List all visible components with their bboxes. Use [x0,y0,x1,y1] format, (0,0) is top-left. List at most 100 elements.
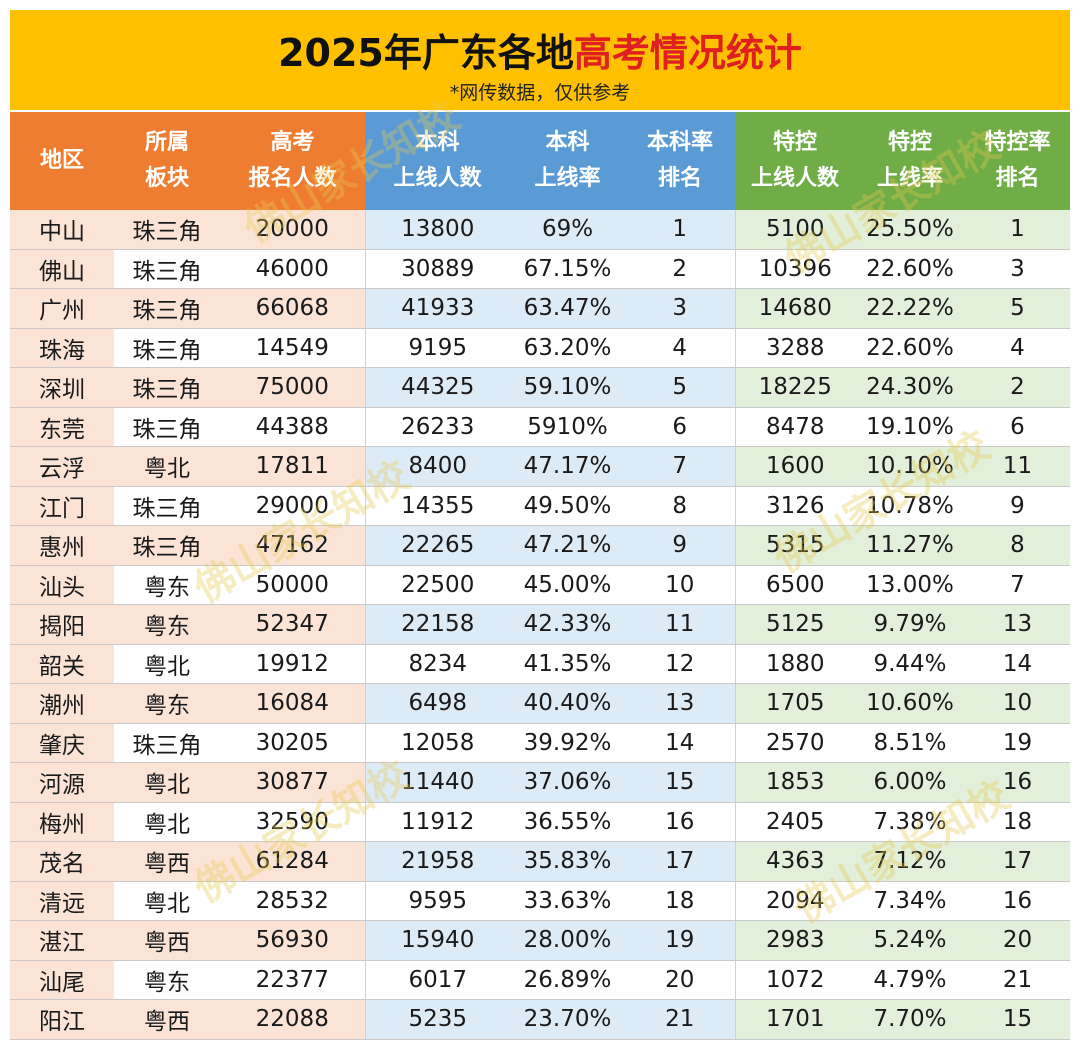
cell-applicants: 29000 [220,486,366,526]
cell-special-rank: 18 [965,802,1070,842]
cell-applicants: 16084 [220,683,366,724]
cell-undergrad-rank: 16 [625,802,736,842]
cell-undergrad-count: 11912 [365,802,510,842]
table-row: 深圳 珠三角 75000 44325 59.10% 5 18225 24.30% 2 [10,367,1070,408]
cell-region: 东莞 [10,407,114,447]
cell-special-rank: 6 [965,407,1070,447]
cell-undergrad-count: 44325 [365,367,510,408]
table-row: 佛山 珠三角 46000 30889 67.15% 2 10396 22.60% 3 [10,249,1070,289]
cell-zone: 珠三角 [114,367,220,408]
cell-special-rate: 7.38% [855,802,965,842]
cell-undergrad-rate: 63.47% [510,288,625,329]
cell-special-rank: 16 [965,881,1070,921]
cell-undergrad-count: 6017 [365,960,510,1000]
table-row: 潮州 粤东 16084 6498 40.40% 13 1705 10.60% 10 [10,683,1070,724]
cell-undergrad-rank: 3 [625,288,736,329]
cell-zone: 珠三角 [114,249,220,289]
title-banner: 2025年广东各地高考情况统计 *网传数据，仅供参考 [10,10,1070,110]
cell-special-rate: 10.10% [855,446,965,487]
cell-applicants: 50000 [220,565,366,605]
table-row: 中山 珠三角 20000 13800 69% 1 5100 25.50% 1 [10,210,1070,250]
cell-undergrad-rate: 42.33% [510,604,625,645]
cell-undergrad-rate: 28.00% [510,920,625,961]
cell-undergrad-rank: 10 [625,565,736,605]
cell-special-count: 2094 [735,881,855,921]
cell-applicants: 28532 [220,881,366,921]
cell-undergrad-rank: 6 [625,407,736,447]
cell-region: 肇庆 [10,723,114,763]
cell-special-count: 10396 [735,249,855,289]
cell-undergrad-count: 5235 [365,999,510,1040]
stats-table: 地区 所属 板块 高考 报名人数 本科 上线人数 本科 上线率 本科率 排名 特控 上线人数… [10,112,1070,1040]
cell-special-rank: 1 [965,210,1070,250]
cell-special-count: 1853 [735,762,855,803]
cell-applicants: 20000 [220,210,366,250]
cell-zone: 粤北 [114,881,220,921]
table-row: 江门 珠三角 29000 14355 49.50% 8 3126 10.78% 9 [10,486,1070,526]
cell-applicants: 66068 [220,288,366,329]
table-row: 汕尾 粤东 22377 6017 26.89% 20 1072 4.79% 21 [10,960,1070,1000]
header-undergrad-rate: 本科 上线率 [510,112,625,210]
cell-special-rank: 16 [965,762,1070,803]
cell-applicants: 22377 [220,960,366,1000]
table-row: 珠海 珠三角 14549 9195 63.20% 4 3288 22.60% 4 [10,328,1070,368]
cell-special-rate: 10.60% [855,683,965,724]
cell-applicants: 52347 [220,604,366,645]
page-subtitle: *网传数据，仅供参考 [449,82,631,104]
cell-special-rank: 5 [965,288,1070,329]
cell-zone: 粤北 [114,446,220,487]
cell-applicants: 19912 [220,644,366,684]
cell-undergrad-rate: 37.06% [510,762,625,803]
cell-special-count: 4363 [735,841,855,882]
cell-undergrad-count: 8400 [365,446,510,487]
table-row: 揭阳 粤东 52347 22158 42.33% 11 5125 9.79% 13 [10,604,1070,645]
cell-undergrad-rate: 59.10% [510,367,625,408]
cell-undergrad-count: 9595 [365,881,510,921]
cell-undergrad-rank: 7 [625,446,736,487]
table-row: 惠州 珠三角 47162 22265 47.21% 9 5315 11.27% 8 [10,525,1070,566]
cell-zone: 珠三角 [114,328,220,368]
cell-special-rate: 13.00% [855,565,965,605]
cell-region: 潮州 [10,683,114,724]
table-row: 汕头 粤东 50000 22500 45.00% 10 6500 13.00% 7 [10,565,1070,605]
cell-undergrad-count: 26233 [365,407,510,447]
cell-undergrad-count: 21958 [365,841,510,882]
cell-region: 清远 [10,881,114,921]
cell-special-count: 5100 [735,210,855,250]
cell-applicants: 44388 [220,407,366,447]
cell-special-count: 14680 [735,288,855,329]
cell-undergrad-rank: 21 [625,999,736,1040]
cell-special-rank: 19 [965,723,1070,763]
cell-region: 汕尾 [10,960,114,1000]
cell-special-rank: 15 [965,999,1070,1040]
cell-undergrad-rank: 2 [625,249,736,289]
cell-region: 广州 [10,288,114,329]
cell-undergrad-rate: 26.89% [510,960,625,1000]
cell-undergrad-rank: 11 [625,604,736,645]
cell-undergrad-count: 12058 [365,723,510,763]
cell-undergrad-rate: 23.70% [510,999,625,1040]
cell-undergrad-count: 22158 [365,604,510,645]
cell-undergrad-rate: 41.35% [510,644,625,684]
cell-zone: 珠三角 [114,525,220,566]
cell-region: 汕头 [10,565,114,605]
header-undergrad-count: 本科 上线人数 [365,112,510,210]
cell-zone: 珠三角 [114,486,220,526]
cell-region: 云浮 [10,446,114,487]
cell-special-rank: 21 [965,960,1070,1000]
cell-special-rank: 4 [965,328,1070,368]
table-row: 茂名 粤西 61284 21958 35.83% 17 4363 7.12% 17 [10,841,1070,882]
cell-special-rate: 6.00% [855,762,965,803]
cell-region: 阳江 [10,999,114,1040]
header-special-count: 特控 上线人数 [735,112,855,210]
cell-special-count: 3126 [735,486,855,526]
cell-special-rate: 7.12% [855,841,965,882]
cell-region: 中山 [10,210,114,250]
table-header-row: 地区 所属 板块 高考 报名人数 本科 上线人数 本科 上线率 本科率 排名 特控 上线人数… [10,112,1070,210]
cell-zone: 粤东 [114,683,220,724]
table-row: 韶关 粤北 19912 8234 41.35% 12 1880 9.44% 14 [10,644,1070,684]
cell-special-count: 2983 [735,920,855,961]
cell-special-rank: 20 [965,920,1070,961]
cell-special-count: 1072 [735,960,855,1000]
cell-special-rate: 24.30% [855,367,965,408]
